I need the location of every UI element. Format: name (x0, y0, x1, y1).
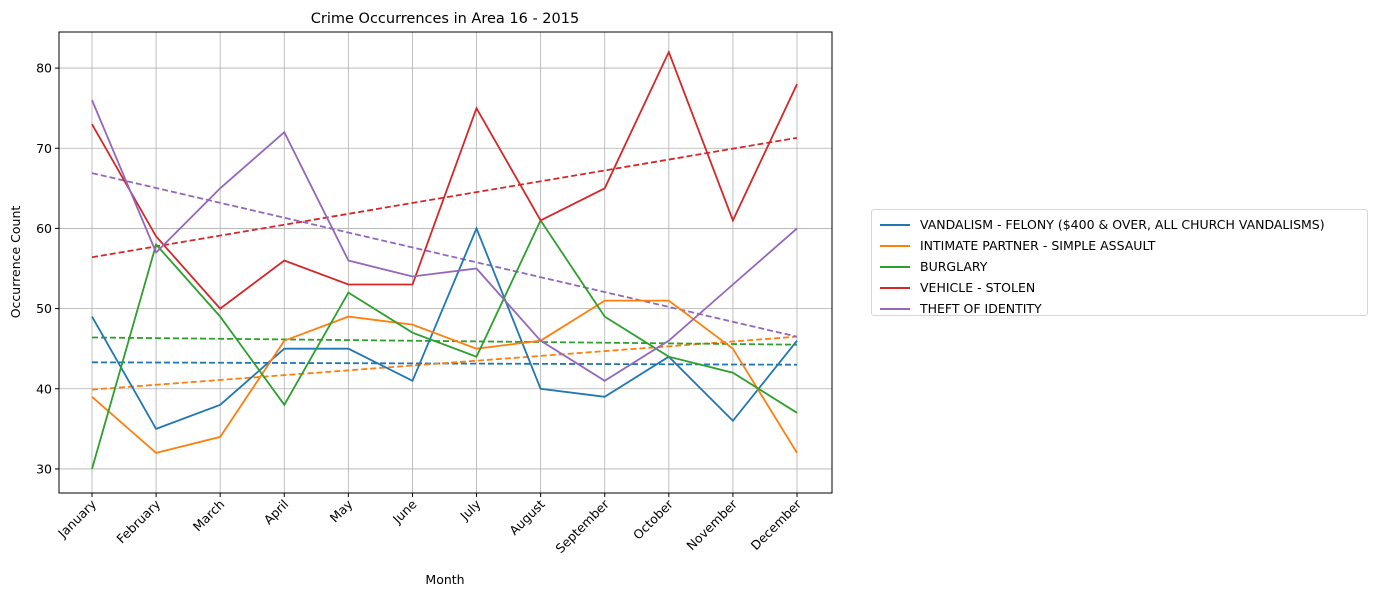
legend-label: VANDALISM - FELONY ($400 & OVER, ALL CHU… (920, 217, 1325, 232)
y-tick-label: 70 (36, 141, 52, 156)
x-tick-label: December (748, 496, 805, 553)
x-tick-label: November (683, 496, 740, 553)
y-tick-label: 40 (36, 381, 52, 396)
series-line (91, 218, 798, 470)
x-tick-label: June (389, 496, 420, 527)
x-tick-label: February (113, 496, 163, 546)
y-axis-label: Occurrence Count (8, 206, 23, 319)
plot-frame (58, 31, 833, 494)
legend-item: BURGLARY (880, 256, 1361, 277)
legend-item: INTIMATE PARTNER - SIMPLE ASSAULT (880, 235, 1361, 256)
y-tick-label: 30 (36, 461, 52, 476)
trend-line (91, 335, 798, 391)
x-tick-label: September (552, 496, 612, 556)
legend-label: INTIMATE PARTNER - SIMPLE ASSAULT (920, 238, 1156, 253)
x-tick-label: March (190, 497, 228, 535)
legend-swatch (880, 265, 910, 268)
legend-swatch (880, 244, 910, 247)
x-axis-label: Month (425, 572, 464, 587)
y-tick-label: 60 (36, 221, 52, 236)
legend-label: VEHICLE - STOLEN (920, 280, 1036, 295)
series-line (91, 299, 798, 454)
legend-item: VANDALISM - FELONY ($400 & OVER, ALL CHU… (880, 214, 1361, 235)
legend-label: THEFT OF IDENTITY (920, 301, 1042, 316)
legend-swatch (880, 307, 910, 310)
y-tick-label: 80 (36, 61, 52, 76)
trend-line (91, 136, 798, 259)
x-tick-label: January (54, 496, 99, 541)
x-tick-label: May (327, 496, 356, 525)
legend-label: BURGLARY (920, 259, 988, 274)
x-tick-label: July (456, 496, 484, 524)
series-lines (91, 49, 798, 470)
trend-line (91, 336, 798, 346)
series-line (91, 226, 798, 431)
legend-item: THEFT OF IDENTITY (880, 298, 1361, 319)
x-tick-label: October (630, 496, 677, 543)
legend-swatch (880, 286, 910, 289)
series-line (91, 99, 798, 382)
y-axis-ticks: 30 40 50 60 70 80 (36, 61, 59, 476)
trend-lines (91, 136, 798, 391)
series-line (91, 49, 798, 310)
y-tick-label: 50 (36, 301, 52, 316)
legend-swatch (880, 223, 910, 226)
legend-item: VEHICLE - STOLEN (880, 277, 1361, 298)
grid-lines (59, 32, 832, 493)
chart-legend: VANDALISM - FELONY ($400 & OVER, ALL CHU… (871, 209, 1368, 316)
x-tick-label: April (261, 497, 292, 528)
chart-title: Crime Occurrences in Area 16 - 2015 (311, 11, 579, 27)
x-tick-label: August (506, 496, 548, 538)
x-axis-ticks: January February March April May June July Augu… (54, 493, 805, 556)
